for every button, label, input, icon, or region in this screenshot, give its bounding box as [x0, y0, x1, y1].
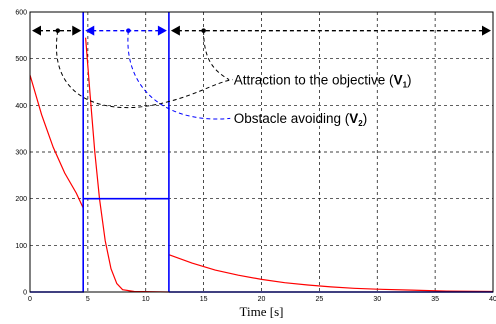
arrow-head	[482, 25, 491, 36]
annotation-leaders	[55, 30, 233, 120]
leader-avoiding	[127, 30, 231, 120]
leader-attraction-left	[55, 30, 233, 109]
x-tick-label: 5	[86, 296, 90, 303]
series-line-red	[168, 254, 494, 293]
x-tick-label: 0	[28, 296, 32, 303]
series-line-red	[29, 74, 84, 209]
arrow-head	[170, 25, 180, 36]
x-axis-label: Time [s]	[240, 304, 284, 319]
x-tick-label: 30	[373, 296, 381, 303]
x-tick-label: 25	[315, 296, 323, 303]
annotation-avoiding: Obstacle avoiding (V2)	[234, 111, 368, 128]
plot-frame	[29, 11, 494, 293]
grid	[30, 12, 493, 292]
arrow-head	[85, 25, 95, 36]
y-tick-label: 600	[15, 10, 27, 17]
x-tick-label: 35	[431, 296, 439, 303]
annotation-avoiding-text: Obstacle avoiding (V2)	[234, 111, 368, 128]
annotation-attraction: Attraction to the objective (V1)	[234, 72, 412, 89]
x-tick-label: 40	[489, 296, 496, 303]
series-line-red	[85, 37, 169, 293]
y-tick-label: 0	[23, 290, 27, 297]
arrow-head	[32, 25, 41, 36]
x-tick-label: 10	[142, 296, 150, 303]
arrow-head	[157, 25, 167, 36]
y-tick-label: 400	[15, 103, 27, 110]
y-tick-label: 500	[15, 56, 27, 63]
y-tick-label: 200	[15, 196, 27, 203]
y-tick-label: 300	[15, 150, 27, 157]
annotation-attraction-text: Attraction to the objective (V1)	[234, 72, 412, 89]
arrow-head	[72, 25, 82, 36]
x-tick-label: 20	[258, 296, 266, 303]
y-tick-label: 100	[15, 243, 27, 250]
x-tick-label: 15	[200, 296, 208, 303]
leader-attraction-right	[203, 30, 230, 81]
